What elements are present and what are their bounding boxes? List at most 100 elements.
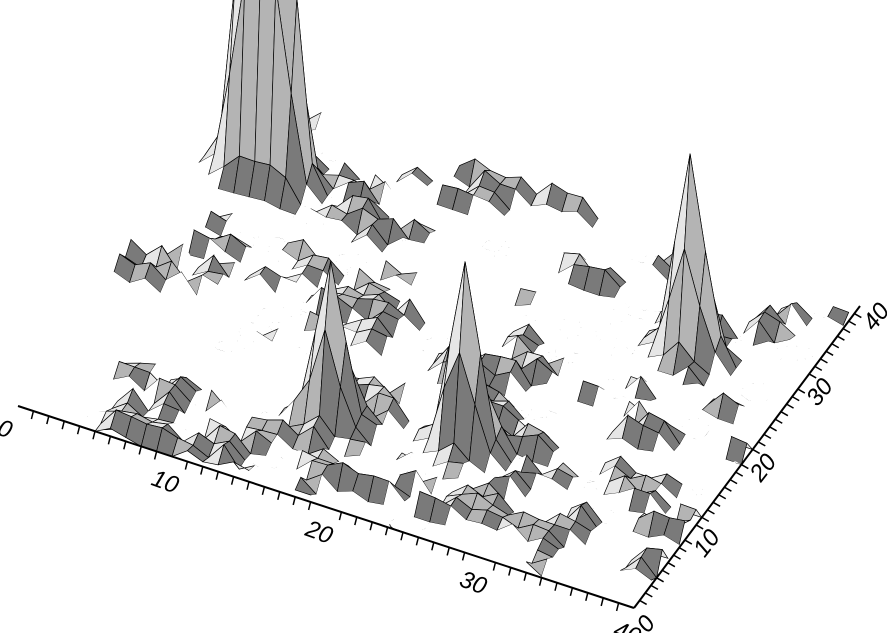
surface-cell xyxy=(287,345,309,359)
surface-cell xyxy=(75,398,97,412)
surface-cell xyxy=(636,469,658,478)
surface-cell xyxy=(544,232,566,246)
surface-cell xyxy=(406,173,428,199)
surface-cell xyxy=(547,280,569,294)
surface-cell xyxy=(637,255,659,271)
surface-cell xyxy=(606,252,628,266)
surface-cell xyxy=(585,255,607,268)
surface-cell xyxy=(629,568,651,593)
surface-cell xyxy=(628,325,650,338)
surface-cell xyxy=(130,344,152,364)
surface-cell xyxy=(175,272,197,303)
surface-cell xyxy=(237,205,259,220)
surface-cell xyxy=(65,380,87,399)
x-tick-mark xyxy=(369,521,373,531)
surface-cell xyxy=(71,370,93,391)
surface-cell xyxy=(281,450,303,470)
surface-cell xyxy=(576,421,598,435)
surface-cell xyxy=(417,167,439,182)
surface-cell xyxy=(242,397,264,419)
surface-cell xyxy=(186,199,207,213)
x-tick-mark xyxy=(600,597,604,607)
surface-cell xyxy=(276,249,298,270)
surface-cell xyxy=(492,323,514,337)
surface-cell xyxy=(424,233,446,244)
surface-cell xyxy=(242,296,264,316)
surface-cell xyxy=(621,540,643,553)
surface-cell xyxy=(259,383,281,397)
surface-cell xyxy=(642,535,664,545)
surface-cell xyxy=(522,258,544,276)
surface-cell xyxy=(463,461,485,482)
surface-cell xyxy=(787,293,809,306)
surface-cell xyxy=(391,361,413,374)
surface-cell xyxy=(591,422,613,440)
surface-cell xyxy=(499,391,521,408)
surface-cell xyxy=(260,455,282,469)
surface-cell xyxy=(641,279,663,296)
surface-cell xyxy=(95,320,117,332)
surface-cell xyxy=(435,225,457,238)
surface-cell xyxy=(603,587,625,602)
surface-cell xyxy=(622,327,644,346)
x-tick-mark xyxy=(431,542,435,551)
surface-cell xyxy=(60,380,82,404)
surface-cell xyxy=(610,371,631,389)
surface-cell xyxy=(429,230,451,243)
surface-cell xyxy=(176,365,198,376)
surface-cell xyxy=(504,210,526,223)
surface-cell xyxy=(601,333,623,341)
surface-cell xyxy=(139,278,161,301)
y-tick-mark xyxy=(656,577,664,583)
surface-cell xyxy=(614,287,636,306)
surface-cell xyxy=(552,549,574,560)
surface-cell xyxy=(524,413,546,420)
surface-cell xyxy=(233,288,255,298)
y-tick-label: 40 xyxy=(857,298,887,336)
x-tick-mark xyxy=(569,587,574,596)
surface-cell xyxy=(602,407,624,425)
x-tick-mark xyxy=(138,446,142,455)
surface-cell xyxy=(213,367,235,379)
surface-cell xyxy=(271,434,293,451)
surface-cell xyxy=(592,315,613,333)
surface-cell xyxy=(650,399,672,412)
surface-cell xyxy=(632,449,653,462)
surface-cell xyxy=(512,250,534,259)
surface-cell xyxy=(227,296,249,311)
surface-cell xyxy=(611,527,633,540)
surface-cell xyxy=(527,255,549,268)
surface-cell xyxy=(588,377,610,390)
surface-cell xyxy=(157,237,179,250)
surface-cell xyxy=(407,438,429,453)
surface-cell xyxy=(613,488,635,512)
surface-cell xyxy=(137,305,159,329)
surface-cell xyxy=(724,300,745,314)
surface-cell xyxy=(305,208,327,233)
surface-cell xyxy=(488,305,510,317)
surface-cell xyxy=(559,337,581,354)
surface-cell xyxy=(452,478,474,492)
surface-cell xyxy=(82,363,104,376)
surface-cell xyxy=(54,401,76,414)
surface-cell xyxy=(482,315,504,324)
surface-cell xyxy=(168,323,190,336)
surface-cell xyxy=(568,456,590,470)
surface-cell xyxy=(580,334,602,352)
surface-cell xyxy=(499,288,521,306)
surface-cell xyxy=(609,297,630,314)
surface-cell xyxy=(85,307,107,321)
surface-cell xyxy=(397,429,419,442)
surface-cell xyxy=(172,345,194,354)
surface-cell xyxy=(200,400,222,424)
surface-cell xyxy=(602,230,624,246)
surface-cell xyxy=(346,139,368,152)
surface-cell xyxy=(546,372,568,397)
surface-cell xyxy=(361,235,383,261)
surface-cell xyxy=(116,318,138,331)
surface-cell xyxy=(199,335,221,349)
surface-cell xyxy=(449,539,471,553)
surface-cell xyxy=(369,464,391,480)
surface-cell xyxy=(700,434,722,447)
surface-cell xyxy=(281,353,303,366)
